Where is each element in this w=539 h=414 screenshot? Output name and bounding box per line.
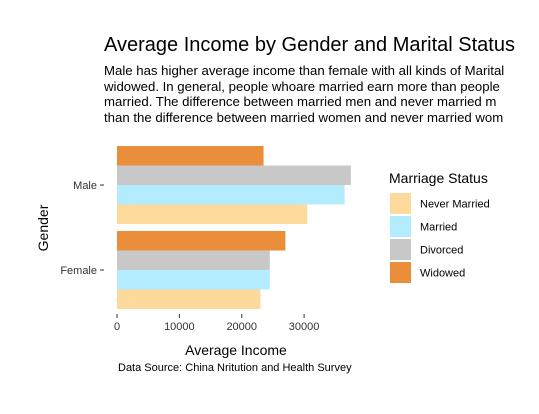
legend-label-married: Married [420,222,457,234]
legend-title: Marriage Status [389,170,488,186]
y-axis-title: Gender [35,204,51,251]
subtitle-line-4: than the difference between married wome… [104,109,504,125]
bar-female-married [117,270,270,290]
legend-swatch-never-married [390,193,411,214]
legend: Marriage Status Never Married Married Divo… [389,170,490,283]
legend-label-divorced: Divorced [420,245,463,257]
data-source-caption: Data Source: China Nritution and Health … [118,362,352,374]
x-tick-label-20000: 20000 [226,321,257,333]
x-tick-label-30000: 30000 [289,321,320,333]
legend-label-widowed: Widowed [420,268,465,280]
legend-label-never-married: Never Married [420,199,490,211]
bar-female-widowed [117,231,286,251]
chart-subtitle: Male has higher average income than fema… [104,63,504,125]
x-axis-title: Average Income [185,342,287,358]
bar-female-never-married [117,289,261,309]
chart-title: Average Income by Gender and Marital Sta… [104,34,515,56]
legend-swatch-divorced [390,239,411,260]
bar-male-never-married [117,204,308,224]
subtitle-line-1: Male has higher average income than fema… [104,63,505,78]
bar-female-divorced [117,250,270,270]
subtitle-line-2: widowed. In general, people whoare marri… [104,78,500,94]
bar-male-widowed [117,146,264,166]
y-tick-label-male: Male [73,180,97,192]
x-tick-label-10000: 10000 [164,321,195,333]
y-axis: Male Female [60,180,104,277]
bar-male-married [117,185,345,205]
legend-swatch-widowed [390,262,411,283]
x-axis: 0 10000 20000 30000 [114,314,319,333]
legend-swatch-married [390,216,411,237]
y-tick-label-female: Female [60,265,97,277]
bar-male-divorced [117,165,351,185]
x-tick-label-0: 0 [114,321,120,333]
subtitle-line-3: married. The difference between married … [104,94,497,110]
bars-layer [117,146,351,309]
